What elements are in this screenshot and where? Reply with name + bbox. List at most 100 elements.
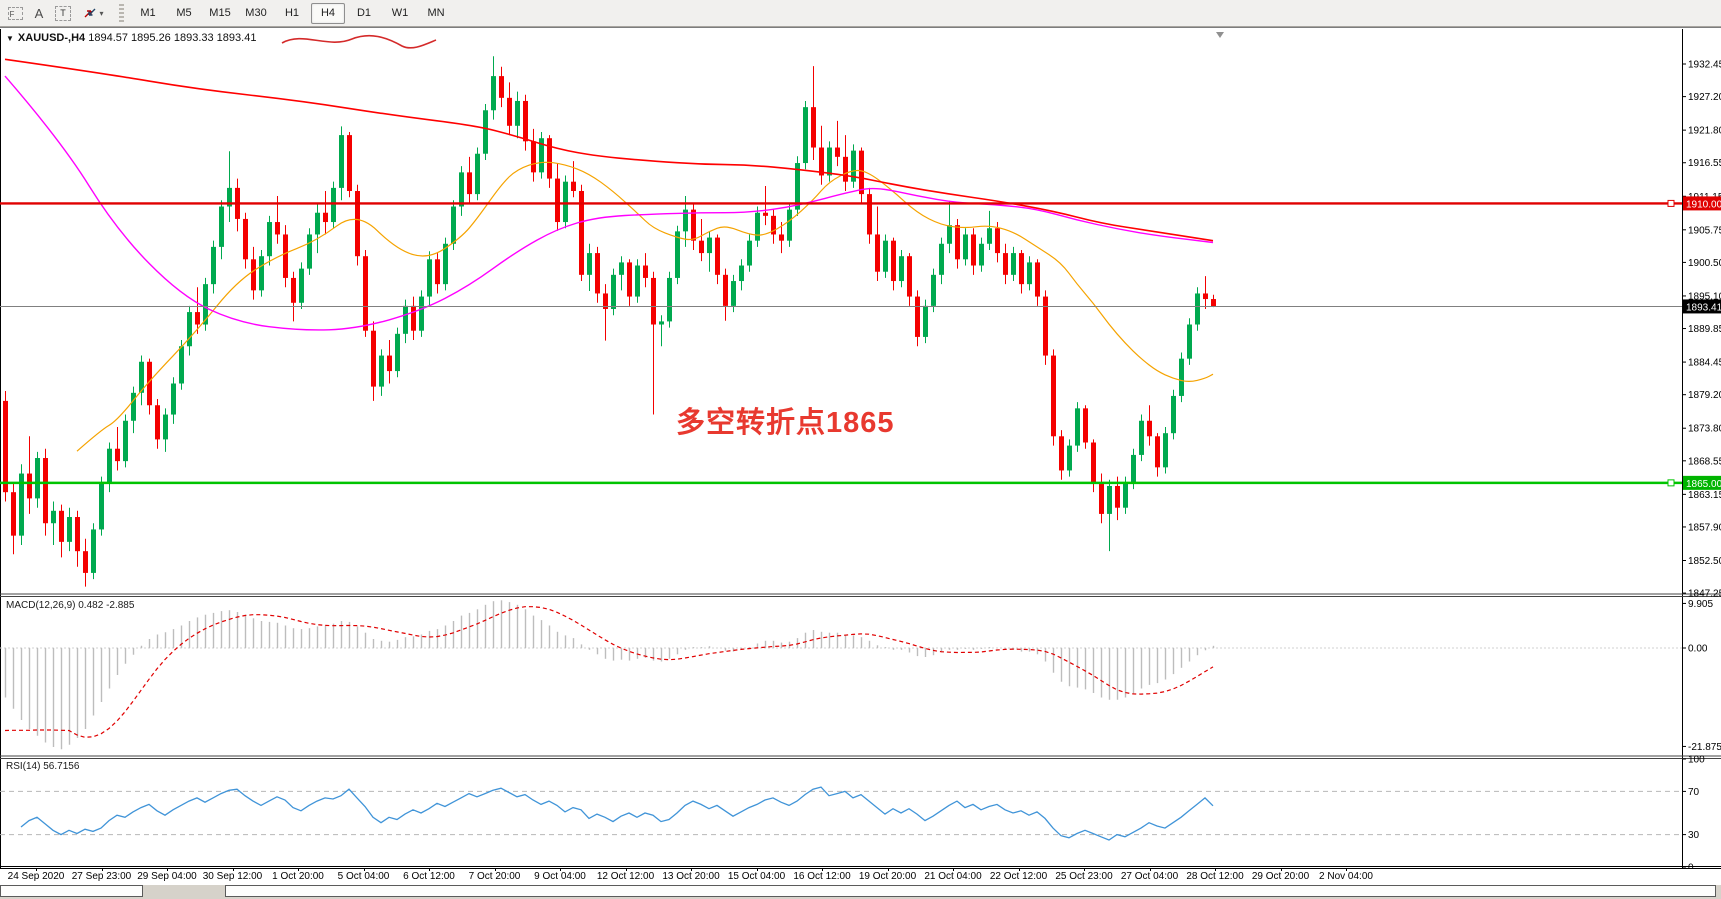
candle-body bbox=[939, 243, 944, 275]
candle-body bbox=[667, 277, 672, 322]
candle-body bbox=[27, 473, 32, 499]
candle-body bbox=[707, 237, 712, 254]
candle-body bbox=[139, 361, 144, 393]
candle-body bbox=[1211, 299, 1216, 307]
timeframe-button-m1[interactable]: M1 bbox=[140, 7, 156, 19]
price-axis-label: 1900.50 bbox=[1688, 258, 1721, 269]
candle-body bbox=[795, 163, 800, 210]
candle-body bbox=[35, 458, 40, 499]
candle-body bbox=[1043, 296, 1048, 356]
time-axis-label: 22 Oct 12:00 bbox=[989, 871, 1048, 882]
candle-body bbox=[1075, 408, 1080, 446]
time-tick bbox=[167, 868, 168, 871]
candle-body bbox=[851, 150, 856, 182]
rsi-panel: 100 70 30 0 bbox=[0, 755, 1705, 870]
candle-body bbox=[1019, 253, 1024, 285]
candle-body bbox=[547, 138, 552, 179]
candle-body bbox=[307, 234, 312, 269]
support-line-handle[interactable] bbox=[1667, 479, 1675, 487]
candle-body bbox=[595, 253, 600, 294]
time-axis-label: 30 Sep 12:00 bbox=[202, 871, 263, 882]
candle-body bbox=[155, 405, 160, 440]
fibonacci-tool-button[interactable]: F bbox=[4, 3, 26, 23]
candle-body bbox=[907, 256, 912, 297]
candle-body bbox=[1107, 485, 1112, 514]
candle-body bbox=[43, 458, 48, 524]
candle-body bbox=[515, 100, 520, 126]
timeframe-button-m30[interactable]: M30 bbox=[245, 7, 267, 19]
text-label-tool-button[interactable]: T bbox=[52, 3, 74, 23]
arrows-tool-button[interactable]: ▾ bbox=[76, 3, 110, 23]
scrollbar-segment[interactable] bbox=[0, 885, 143, 897]
price-axis-label: 1873.80 bbox=[1688, 424, 1721, 435]
annotation-text[interactable]: 多空转折点1865 bbox=[676, 407, 895, 439]
candle-body bbox=[715, 237, 720, 275]
timeframe-button-m15[interactable]: M15 bbox=[209, 7, 231, 19]
candle-body bbox=[787, 209, 792, 241]
candle-body bbox=[59, 510, 64, 542]
candle-body bbox=[163, 414, 168, 440]
candle-body bbox=[347, 135, 352, 191]
support-price-badge bbox=[1683, 475, 1721, 490]
timeframe-button-d1[interactable]: D1 bbox=[356, 7, 372, 19]
candle-body bbox=[371, 330, 376, 387]
candles-layer bbox=[3, 56, 1216, 587]
timeframe-button-h1[interactable]: H1 bbox=[284, 7, 300, 19]
price-axis-label: 1852.50 bbox=[1688, 556, 1721, 567]
symbol-dropdown-icon[interactable]: ▼ bbox=[6, 34, 14, 43]
candle-body bbox=[627, 262, 632, 297]
horizontal-scrollbar[interactable] bbox=[0, 885, 1721, 899]
candle-body bbox=[491, 76, 496, 111]
candle-body bbox=[67, 517, 72, 542]
candle-body bbox=[75, 517, 80, 552]
candle-body bbox=[475, 153, 480, 195]
candle-body bbox=[643, 265, 648, 278]
scrollbar-thumb[interactable] bbox=[225, 885, 1716, 897]
candle-body bbox=[1003, 253, 1008, 275]
candle-body bbox=[1179, 358, 1184, 396]
candle-body bbox=[811, 107, 816, 148]
timeframe-button-h4[interactable]: H4 bbox=[311, 2, 345, 24]
candle-body bbox=[435, 259, 440, 285]
candle-body bbox=[659, 321, 664, 325]
chart-canvas[interactable]: 9.905 0.00 -21.875 100 70 30 0 1932.45 1927.20 19… bbox=[0, 29, 1721, 870]
time-axis-label: 6 Oct 12:00 bbox=[403, 871, 455, 882]
macd-axis-label: 9.905 bbox=[1688, 599, 1713, 610]
candle-body bbox=[875, 234, 880, 272]
candle-body bbox=[1083, 408, 1088, 443]
candle-body bbox=[355, 190, 360, 257]
candle-body bbox=[1187, 324, 1192, 359]
price-axis-label: 1916.55 bbox=[1688, 158, 1721, 169]
price-axis-label: 1847.25 bbox=[1688, 589, 1721, 600]
candle-body bbox=[979, 243, 984, 266]
candle-body bbox=[1171, 395, 1176, 434]
time-axis-label: 9 Oct 04:00 bbox=[534, 871, 586, 882]
timeframe-button-w1[interactable]: W1 bbox=[391, 7, 409, 19]
candle-body bbox=[587, 253, 592, 275]
time-axis-label: 2 Nov 04:00 bbox=[1319, 871, 1373, 882]
candle-body bbox=[931, 274, 936, 306]
time-axis-label: 19 Oct 20:00 bbox=[858, 871, 917, 882]
timeframe-button-m5[interactable]: M5 bbox=[176, 7, 192, 19]
timeframe-button-mn[interactable]: MN bbox=[427, 7, 445, 19]
candle-body bbox=[467, 172, 472, 195]
time-tick bbox=[1280, 868, 1282, 871]
candle-body bbox=[763, 212, 768, 216]
time-tick bbox=[494, 868, 496, 871]
time-axis-label: 29 Sep 04:00 bbox=[137, 871, 197, 882]
time-tick bbox=[887, 868, 889, 871]
candle-body bbox=[115, 448, 120, 462]
time-tick bbox=[560, 868, 561, 871]
time-axis-label: 7 Oct 20:00 bbox=[468, 871, 521, 882]
toolbar: F A T ▾ M1 M5 M15 M30 H1 H4 D1 W1 MN bbox=[0, 0, 1721, 27]
toolbar-drag-handle[interactable] bbox=[119, 4, 124, 22]
candle-body bbox=[203, 284, 208, 325]
candle-body bbox=[179, 346, 184, 384]
candle-body bbox=[835, 147, 840, 157]
text-tool-button[interactable]: A bbox=[28, 3, 50, 23]
time-tick bbox=[1346, 868, 1347, 871]
candle-body bbox=[539, 138, 544, 173]
candle-body bbox=[675, 231, 680, 278]
resistance-line-handle[interactable] bbox=[1667, 199, 1675, 207]
title-scribble-annotation bbox=[281, 34, 437, 49]
